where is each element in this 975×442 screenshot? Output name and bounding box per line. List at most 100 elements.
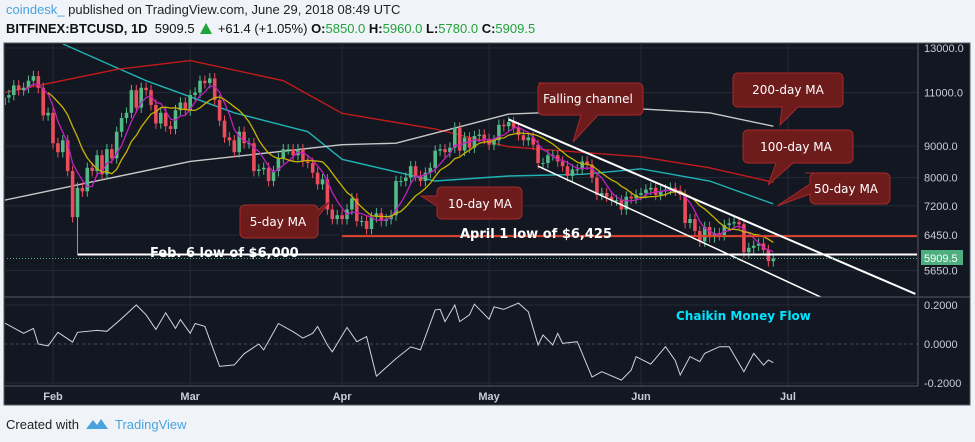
candle (41, 87, 45, 116)
channel-lower-line (537, 165, 823, 297)
candle (217, 99, 222, 121)
last-price-tag-text: 5909.5 (924, 253, 958, 265)
candle (511, 122, 516, 128)
candle (46, 112, 50, 116)
candle (472, 135, 477, 148)
candle (340, 215, 344, 220)
candle (506, 122, 511, 127)
candle (276, 158, 281, 172)
channel-upper-line (508, 118, 916, 295)
candle (565, 166, 570, 176)
candle (428, 167, 433, 173)
candle (742, 224, 746, 253)
candle (673, 187, 678, 191)
candle (51, 112, 55, 144)
candle (399, 180, 403, 182)
candle (75, 187, 80, 218)
price-tick-label: 8000.0 (924, 173, 958, 185)
price-tick-label: 7200.0 (924, 201, 958, 213)
cmf-pane (5, 302, 774, 381)
candle (134, 90, 139, 108)
candle (261, 167, 266, 170)
candle (438, 149, 442, 151)
up-arrow-icon (200, 23, 213, 34)
candle (12, 85, 16, 96)
candle (423, 172, 428, 181)
candle (198, 80, 202, 93)
candle (649, 187, 653, 190)
candle (379, 213, 384, 222)
callout-text: 5-day MA (250, 215, 307, 229)
time-tick-label: Apr (333, 391, 353, 403)
author-link[interactable]: coindesk_ (6, 2, 65, 17)
candle (315, 172, 320, 185)
tradingview-link[interactable]: TradingView (114, 416, 187, 432)
symbol-label: BITFINEX:BTCUSD, 1D (6, 21, 148, 36)
candle (36, 76, 41, 88)
callout-100-day-ma: 100-day MA (742, 129, 854, 186)
candle (614, 200, 619, 202)
candle (212, 78, 217, 100)
callout-5-day-ma: 5-day MA (239, 200, 331, 239)
low-value: 5780.0 (438, 21, 479, 36)
candle (266, 167, 271, 181)
candle (531, 137, 535, 145)
candle (462, 137, 467, 151)
price-tick-label: 9000.0 (924, 141, 958, 153)
candle (26, 80, 31, 88)
candle (707, 226, 712, 238)
candle (732, 222, 736, 224)
callout-10-day-ma: 10-day MA (419, 186, 523, 220)
candle (5, 97, 6, 106)
candle (639, 193, 643, 195)
candle (16, 85, 21, 91)
candle (80, 187, 85, 192)
candle (604, 193, 609, 197)
candle (208, 78, 212, 84)
apr1-low-label: April 1 low of $6,425 (460, 227, 612, 242)
candle (95, 155, 99, 172)
candle (163, 112, 168, 127)
candle (65, 140, 70, 172)
candle (497, 124, 501, 141)
candle (325, 179, 330, 210)
last-price-tag: 5909.5 (921, 250, 963, 265)
candle (766, 250, 771, 262)
candle (702, 226, 707, 242)
callout-200-day-ma: 200-day MA (732, 72, 844, 127)
candle (747, 247, 751, 253)
candle (149, 90, 153, 106)
candle (369, 217, 374, 229)
candle (350, 198, 354, 210)
candle (193, 92, 197, 96)
close-value: 5909.5 (495, 21, 536, 36)
candle (183, 102, 188, 111)
callout-text: 10-day MA (448, 197, 513, 211)
symbol-info: BITFINEX:BTCUSD, 1D 5909.5 +61.4 (+1.05%… (6, 21, 535, 36)
publish-info: coindesk_ published on TradingView.com, … (6, 2, 400, 17)
ma-line-200-day-ma (5, 108, 774, 201)
candle (541, 163, 545, 165)
candle (320, 179, 325, 185)
candle (693, 219, 697, 232)
candle (624, 196, 629, 210)
cmf-line (5, 302, 774, 381)
candle (502, 124, 506, 127)
candle (712, 233, 717, 238)
candle (310, 163, 315, 173)
high-value: 5960.0 (382, 21, 423, 36)
candle (178, 102, 183, 111)
candle (526, 137, 531, 141)
candle (585, 161, 589, 165)
candle (751, 245, 756, 248)
candle (688, 219, 692, 223)
ma-line-5-day-ma (23, 83, 774, 253)
candle (560, 161, 565, 167)
candle (247, 143, 251, 145)
candle (453, 127, 457, 148)
price-pane (5, 44, 917, 297)
candle (232, 140, 237, 153)
feb6-low-label: Feb. 6 low of $6,000 (150, 246, 299, 261)
